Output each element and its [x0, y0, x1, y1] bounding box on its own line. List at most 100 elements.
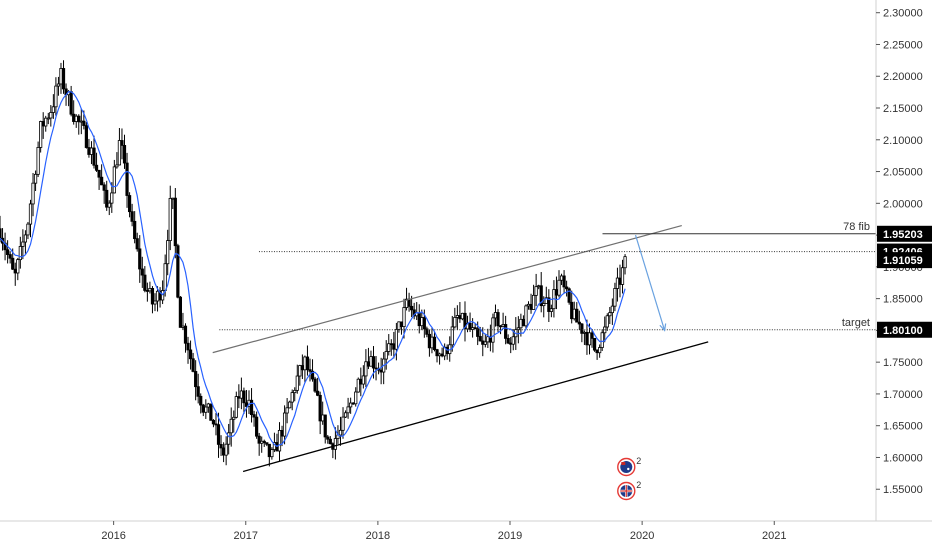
candle-body [125, 162, 129, 196]
candle-body [82, 120, 86, 126]
projection-arrow-line[interactable] [634, 234, 666, 331]
candle-body [389, 343, 393, 346]
candle-body [201, 404, 205, 413]
candle [0, 215, 2, 243]
candle [36, 141, 40, 178]
candle-body [463, 312, 467, 330]
candle [526, 301, 531, 310]
candle [359, 367, 363, 397]
candle-body [153, 300, 157, 305]
candle-body [46, 117, 50, 120]
candle-body [526, 303, 531, 307]
candle-body [366, 361, 371, 367]
candle-body [486, 336, 490, 343]
candle-body [557, 279, 561, 296]
candle-body [59, 68, 63, 85]
candle [209, 403, 213, 421]
candle [331, 442, 335, 459]
candle-body [282, 412, 287, 437]
candle [298, 364, 302, 386]
time-tick-label: 2021 [762, 530, 786, 542]
candle [427, 329, 432, 357]
candle [282, 405, 287, 445]
event-marker[interactable]: 2 [617, 456, 642, 477]
candle-body [77, 115, 81, 123]
candle [74, 114, 78, 128]
candle [206, 402, 210, 413]
candle-body [122, 145, 127, 164]
candle [224, 436, 228, 466]
candle [496, 309, 500, 333]
candle-body [519, 318, 523, 329]
candle [41, 112, 45, 139]
candle-body [598, 347, 602, 354]
candle [562, 270, 566, 294]
candle-body [186, 342, 190, 351]
candle-body [537, 285, 541, 288]
candle-body [262, 440, 266, 444]
candle-body [94, 164, 99, 171]
candle-body [610, 305, 614, 314]
candle [13, 262, 17, 286]
candle [354, 387, 358, 407]
candle-body [341, 416, 345, 431]
candle [389, 339, 393, 356]
candle [285, 398, 289, 424]
candle [493, 304, 498, 327]
candle-body [592, 337, 597, 351]
candle [440, 347, 444, 358]
candle-body [31, 182, 35, 205]
candle-body [547, 297, 551, 312]
candle-body [257, 435, 261, 444]
candle [110, 182, 114, 213]
candle-body [270, 449, 274, 458]
candle [346, 397, 350, 419]
price-tick-label: 2.25000 [883, 39, 923, 51]
candle-body [410, 305, 414, 311]
candle-body [509, 342, 513, 345]
candle-body [293, 389, 297, 394]
candle [402, 298, 406, 339]
candle-body [615, 277, 620, 289]
candle [84, 122, 88, 149]
candle [313, 376, 317, 393]
candle [23, 230, 28, 254]
candle-body [491, 317, 495, 343]
channel-lower-line[interactable] [242, 341, 709, 473]
candle [608, 306, 612, 325]
candle [366, 347, 371, 370]
candle [575, 302, 579, 323]
candle [531, 284, 536, 310]
candle-body [115, 164, 119, 168]
candle-body [575, 308, 579, 323]
price-tick-label: 2.15000 [883, 103, 923, 115]
event-marker[interactable]: 2 [617, 480, 642, 501]
candle-body [379, 369, 383, 373]
candle-body [473, 327, 477, 330]
candle-body [117, 140, 122, 166]
candle [145, 282, 149, 302]
candle [598, 344, 602, 358]
channel-upper-line[interactable] [212, 224, 682, 354]
candle [277, 422, 282, 462]
candle [582, 330, 587, 345]
moving-average-line [0, 90, 626, 448]
candle [51, 94, 55, 119]
price-tick-label: 2.20000 [883, 71, 923, 83]
candle-body [453, 317, 457, 328]
candle-body [323, 414, 327, 438]
candle [176, 243, 180, 299]
candle [316, 377, 320, 397]
candle-body [496, 312, 500, 327]
candle-body [28, 203, 33, 225]
candle-body [524, 305, 528, 327]
candle [255, 411, 259, 439]
candle-body [105, 189, 109, 208]
candle [214, 413, 218, 436]
candle [46, 112, 50, 125]
candle [310, 359, 315, 382]
time-axis[interactable]: 2016 2017 2018 2019 2020 2021 [0, 520, 932, 542]
candle-body [572, 308, 576, 320]
